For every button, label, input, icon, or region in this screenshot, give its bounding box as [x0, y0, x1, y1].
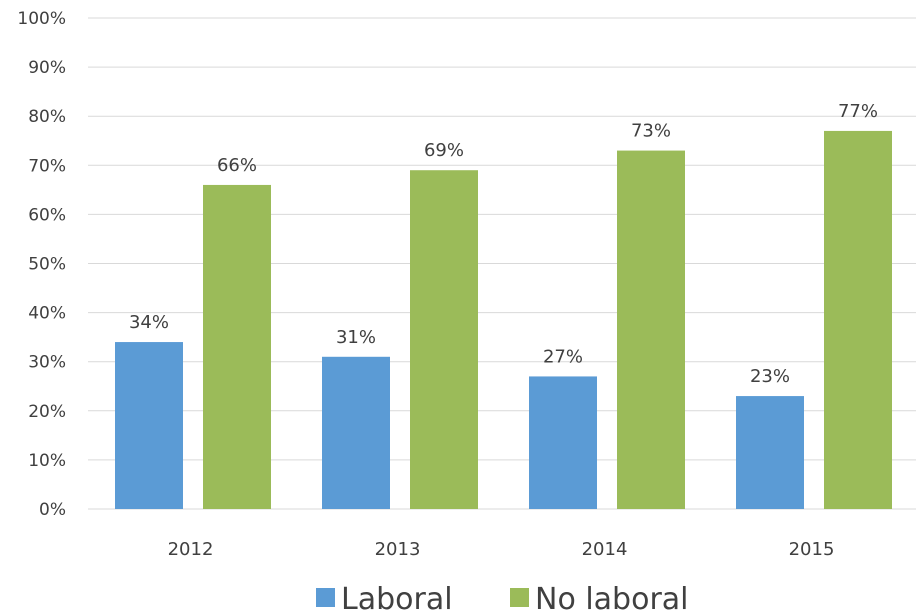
- data-label-no-laboral-2015: 77%: [838, 101, 878, 122]
- y-tick-label-30pct: 30%: [28, 353, 66, 373]
- y-tick-label-40pct: 40%: [28, 304, 66, 324]
- bar-laboral-2012: [115, 342, 183, 509]
- y-tick-label-100pct: 100%: [17, 9, 66, 29]
- y-tick-label-50pct: 50%: [28, 255, 66, 275]
- y-tick-label-0pct: 0%: [39, 500, 66, 520]
- legend-swatch-no-laboral: [510, 588, 529, 607]
- legend-label-laboral: Laboral: [341, 582, 453, 611]
- bar-no-laboral-2014: [617, 151, 685, 509]
- data-label-laboral-2012: 34%: [129, 312, 169, 333]
- bar-laboral-2014: [529, 376, 597, 509]
- data-label-laboral-2013: 31%: [336, 327, 376, 348]
- y-tick-label-20pct: 20%: [28, 402, 66, 422]
- bar-laboral-2013: [322, 357, 390, 509]
- y-tick-label-60pct: 60%: [28, 205, 66, 225]
- x-axis-categories: 2012 2013 2014 2015: [168, 539, 835, 560]
- legend-label-no-laboral: No laboral: [535, 582, 689, 611]
- x-category-label-2012: 2012: [168, 539, 214, 560]
- x-category-label-2013: 2013: [375, 539, 421, 560]
- data-label-no-laboral-2012: 66%: [217, 155, 257, 176]
- data-label-laboral-2015: 23%: [750, 366, 790, 387]
- y-tick-label-90pct: 90%: [28, 58, 66, 78]
- bars: [115, 131, 892, 509]
- x-category-label-2015: 2015: [789, 539, 835, 560]
- y-axis-ticks: 0% 10% 20% 30% 40% 50% 60% 70% 80% 90% 100%: [17, 9, 66, 520]
- bar-no-laboral-2012: [203, 185, 271, 509]
- data-label-no-laboral-2013: 69%: [424, 140, 464, 161]
- y-tick-label-10pct: 10%: [28, 451, 66, 471]
- bar-no-laboral-2015: [824, 131, 892, 509]
- y-tick-label-70pct: 70%: [28, 156, 66, 176]
- data-label-laboral-2014: 27%: [543, 346, 583, 367]
- legend-swatch-laboral: [316, 588, 335, 607]
- legend: Laboral No laboral: [316, 582, 689, 611]
- bar-laboral-2015: [736, 396, 804, 509]
- bar-no-laboral-2013: [410, 170, 478, 509]
- data-label-no-laboral-2014: 73%: [631, 121, 671, 142]
- y-tick-label-80pct: 80%: [28, 107, 66, 127]
- x-category-label-2014: 2014: [582, 539, 628, 560]
